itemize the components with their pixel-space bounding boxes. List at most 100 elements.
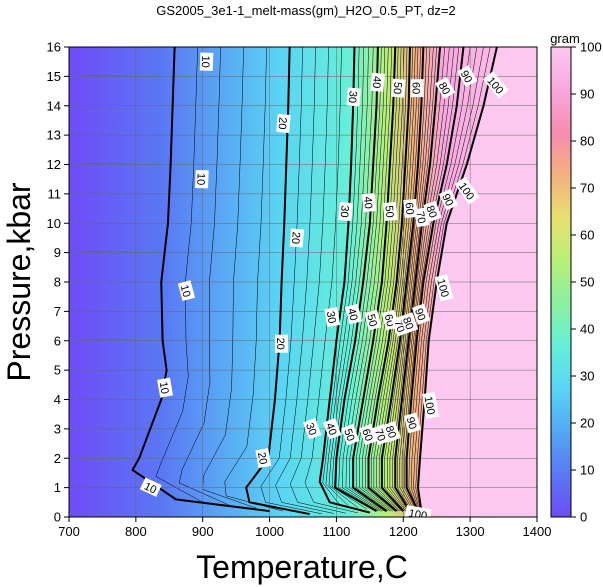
contour-label: 50 xyxy=(364,309,382,331)
contour-label-text: 60 xyxy=(359,427,374,443)
chart-title: GS2005_3e1-1_melt-mass(gm)_H2O_0.5_PT, d… xyxy=(156,3,456,18)
contour-label-bg xyxy=(346,87,361,107)
contour-line-50 xyxy=(352,47,397,512)
y-tick-label: 6 xyxy=(54,333,61,348)
y-tick-label: 16 xyxy=(47,40,61,55)
contour-label-text: 50 xyxy=(382,205,395,218)
contour-label-text: 90 xyxy=(458,69,475,86)
contour-label-text: 50 xyxy=(390,81,403,94)
contour-label-text: 70 xyxy=(372,427,387,443)
contour-label-bg xyxy=(338,202,353,222)
contour-label-bg xyxy=(391,78,406,98)
contour-label: 80 xyxy=(435,76,456,99)
contour-label: 20 xyxy=(289,228,305,248)
contour-label-bg xyxy=(255,448,272,469)
contour-labels: 1010101010202020203030303040404040505050… xyxy=(139,52,509,523)
contour-label-bg xyxy=(403,412,422,434)
contour-label-text: 60 xyxy=(382,313,397,328)
contour-line-30 xyxy=(318,47,371,514)
contour-label-bg xyxy=(435,76,456,99)
contour-label: 40 xyxy=(370,72,385,92)
contour-label-bg xyxy=(345,303,363,325)
y-tick-label: 7 xyxy=(54,304,61,319)
contour-label-text: 20 xyxy=(255,451,269,465)
grid-lines xyxy=(69,47,537,517)
contour-label-bg xyxy=(404,504,432,517)
contour-label-text: 80 xyxy=(400,316,415,332)
y-tick-label: 3 xyxy=(54,421,61,436)
contour-label: 50 xyxy=(382,201,398,221)
x-axis-ticks: 700 800 900 1000 1100 1200 1300 1400 xyxy=(58,517,551,539)
contour-label-text: 30 xyxy=(346,90,359,103)
contour-label-text: 90 xyxy=(412,307,427,323)
y-tick-label: 11 xyxy=(48,186,62,201)
colorbar-tick-label: 70 xyxy=(580,181,594,196)
colorbar-ticks: 0 10 20 30 40 50 60 70 80 90 100 xyxy=(571,40,602,525)
contour-label-text: 40 xyxy=(323,421,338,437)
contour-label-bg xyxy=(457,65,478,88)
contour-label-text: 30 xyxy=(324,310,338,324)
contour-line-70 xyxy=(380,47,425,512)
contour-label-text: 100 xyxy=(408,508,428,523)
contour-label-bg xyxy=(383,201,398,221)
contour-label: 50 xyxy=(390,78,406,98)
contour-label: 30 xyxy=(346,87,361,107)
contour-label-bg xyxy=(177,280,196,302)
y-tick-label: 13 xyxy=(47,128,61,143)
contour-label: 90 xyxy=(438,188,459,211)
contour-label-text: 100 xyxy=(422,395,437,415)
contour-label: 80 xyxy=(382,420,401,443)
contour-label-bg xyxy=(341,423,360,446)
colorbar-tick-label: 10 xyxy=(580,463,594,478)
contour-label-text: 20 xyxy=(275,117,288,130)
contour-label-bg xyxy=(157,377,174,398)
contour-label: 30 xyxy=(338,202,353,222)
contour-label: 90 xyxy=(457,65,478,88)
colorbar-tick-label: 90 xyxy=(580,87,594,102)
contour-label: 40 xyxy=(345,303,363,325)
contour-label-text: 30 xyxy=(303,421,318,437)
contour-label: 10 xyxy=(177,280,196,302)
contour-label-text: 40 xyxy=(345,307,360,322)
x-tick-label: 700 xyxy=(58,524,80,539)
y-tick-label: 9 xyxy=(54,245,61,260)
contour-label-text: 70 xyxy=(413,210,427,224)
contour-label-bg xyxy=(302,418,322,440)
colorbar-gradient xyxy=(550,46,572,518)
contour-label-bg xyxy=(324,307,341,328)
contour-label-text: 80 xyxy=(436,80,453,97)
colorbar-tick-label: 100 xyxy=(580,40,602,55)
contour-label-text: 60 xyxy=(410,82,422,94)
contour-label: 60 xyxy=(410,79,424,98)
contour-line-100 xyxy=(416,47,498,516)
contour-label-bg xyxy=(434,273,454,302)
contour-label-text: 20 xyxy=(289,231,302,244)
contour-label-text: 10 xyxy=(199,55,211,68)
contour-label: 80 xyxy=(399,312,419,334)
contour-label-text: 10 xyxy=(178,284,193,299)
contour-label: 100 xyxy=(404,504,432,523)
contour-label: 30 xyxy=(324,307,341,328)
contour-label-bg xyxy=(411,303,431,325)
contour-label: 30 xyxy=(302,418,322,440)
x-tick-label: 800 xyxy=(125,524,147,539)
contour-label-bg xyxy=(454,176,480,205)
contour-label-bg xyxy=(370,72,385,92)
contour-label-text: 10 xyxy=(157,381,171,395)
contour-label: 100 xyxy=(434,273,454,302)
contour-label-bg xyxy=(421,391,440,419)
contour-label-bg xyxy=(274,334,288,353)
contour-label-bg xyxy=(413,207,430,228)
contour-label: 10 xyxy=(199,52,214,71)
contour-label: 10 xyxy=(194,169,209,189)
contour-label-text: 60 xyxy=(402,202,415,215)
contour-label: 50 xyxy=(341,423,360,446)
plot-area: 1010101010202020203030303040404040505050… xyxy=(69,47,537,523)
contour-label-bg xyxy=(399,312,419,334)
contour-line-80 xyxy=(394,47,442,512)
contour-label-text: 80 xyxy=(423,204,438,220)
contour-label: 90 xyxy=(411,303,431,325)
contour-label-bg xyxy=(199,52,214,71)
y-axis-title: Pressure,kbar xyxy=(1,182,37,382)
